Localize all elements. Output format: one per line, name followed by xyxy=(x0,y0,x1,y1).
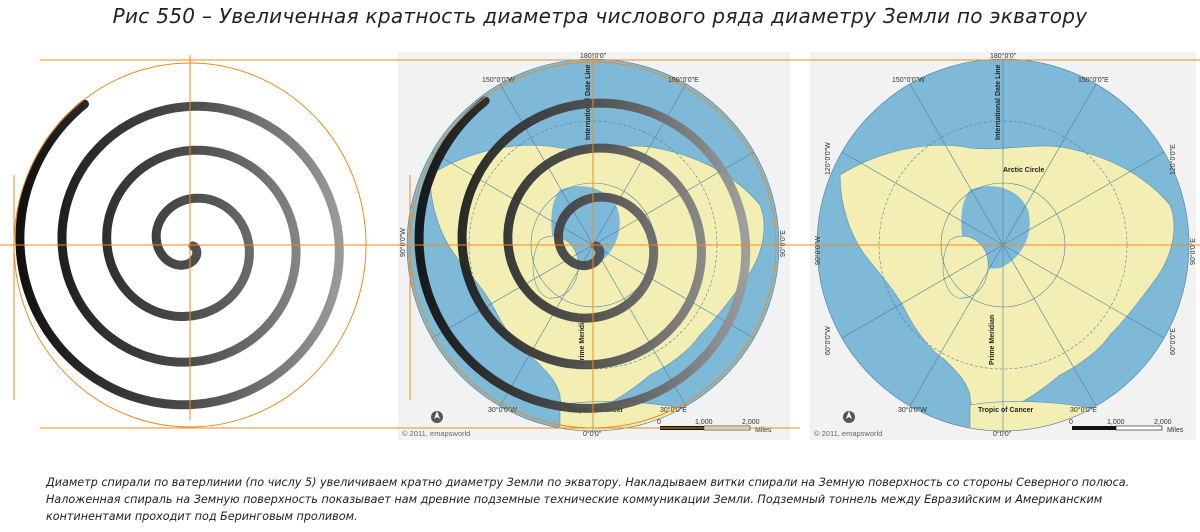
label-0: 0°0'0" xyxy=(583,430,602,438)
label-150e-plain: 150°0'0"E xyxy=(1078,76,1109,84)
label-120e-plain: 120°0'0"E xyxy=(1169,144,1177,175)
label-60e-plain: 60°0'0"E xyxy=(1169,328,1177,355)
scale-0-plain: 0 xyxy=(1069,419,1073,426)
label-150e: 150°0'0"E xyxy=(668,76,699,84)
scale-1000-plain: 1,000 xyxy=(1107,419,1125,426)
scale-0: 0 xyxy=(657,419,661,426)
spiral-panel xyxy=(15,99,344,410)
scale-bar-plain: 0 1,000 2,000 Miles xyxy=(1069,419,1184,434)
map-credit-plain: © 2011, emapsworld xyxy=(814,429,882,438)
guide-circle-mid xyxy=(409,61,777,429)
label-30w-plain: 30°0'0"W xyxy=(898,406,927,414)
label-prime-plain: Prime Meridian xyxy=(989,315,996,365)
north-arrow-icon xyxy=(843,411,855,423)
label-120w-plain: 120°0'0"W xyxy=(824,142,832,175)
label-30e-plain: 30°0'0"E xyxy=(1070,406,1097,414)
label-arctic-plain: Arctic Circle xyxy=(1003,167,1044,174)
map-panel-plain: 180°0'0" 150°0'0"W 150°0'0"E 120°0'0"W 1… xyxy=(810,52,1197,440)
caption-line-3: континентами проходит под Беринговым про… xyxy=(46,510,358,523)
label-30e: 30°0'0"E xyxy=(660,406,687,414)
figure-title: Рис 550 – Увеличенная кратность диаметра… xyxy=(112,4,1088,28)
label-idl-plain: International Date Line xyxy=(995,64,1002,140)
label-90e: 90°0'0"E xyxy=(779,230,787,257)
label-90w: 90°0'0"W xyxy=(399,228,407,257)
figure-caption: Диаметр спирали по ватерлинии (по числу … xyxy=(46,474,1166,525)
label-90e-plain: 90°0'0"E xyxy=(1189,238,1197,265)
scale-1000: 1,000 xyxy=(695,419,713,426)
north-arrow-icon xyxy=(431,411,443,423)
scale-unit: Miles xyxy=(755,427,772,434)
spiral-overlay xyxy=(414,96,751,413)
scale-2000: 2,000 xyxy=(742,419,760,426)
label-150w: 150°0'0"W xyxy=(482,76,515,84)
label-150w-plain: 150°0'0"W xyxy=(892,76,925,84)
map-panel-overlay: 180°0'0" 150°0'0"W 150°0'0"E 90°0'0"W 90… xyxy=(398,52,790,440)
caption-line-1: Диаметр спирали по ватерлинии (по числу … xyxy=(46,476,1130,489)
label-90w-plain: 90°0'0"W xyxy=(814,236,822,265)
label-0-plain: 0°0'0" xyxy=(993,430,1012,438)
guide-lines xyxy=(0,55,1200,429)
scale-unit-plain: Miles xyxy=(1167,427,1184,434)
label-180-plain: 180°0'0" xyxy=(990,52,1017,60)
label-tropic-plain: Tropic of Cancer xyxy=(978,407,1034,414)
map-credit: © 2011, emapsworld xyxy=(402,429,470,438)
label-60w-plain: 60°0'0"W xyxy=(824,326,832,355)
label-30w: 30°0'0"W xyxy=(488,406,517,414)
guide-circle-left xyxy=(13,62,367,428)
scale-2000-plain: 2,000 xyxy=(1154,419,1172,426)
caption-line-2: Наложенная спираль на Земную поверхность… xyxy=(46,493,1103,506)
label-prime-meridian: Prime Meridian xyxy=(579,315,586,365)
figure-canvas: 180°0'0" 150°0'0"W 150°0'0"E 90°0'0"W 90… xyxy=(0,52,1200,440)
spiral-left xyxy=(15,99,344,410)
